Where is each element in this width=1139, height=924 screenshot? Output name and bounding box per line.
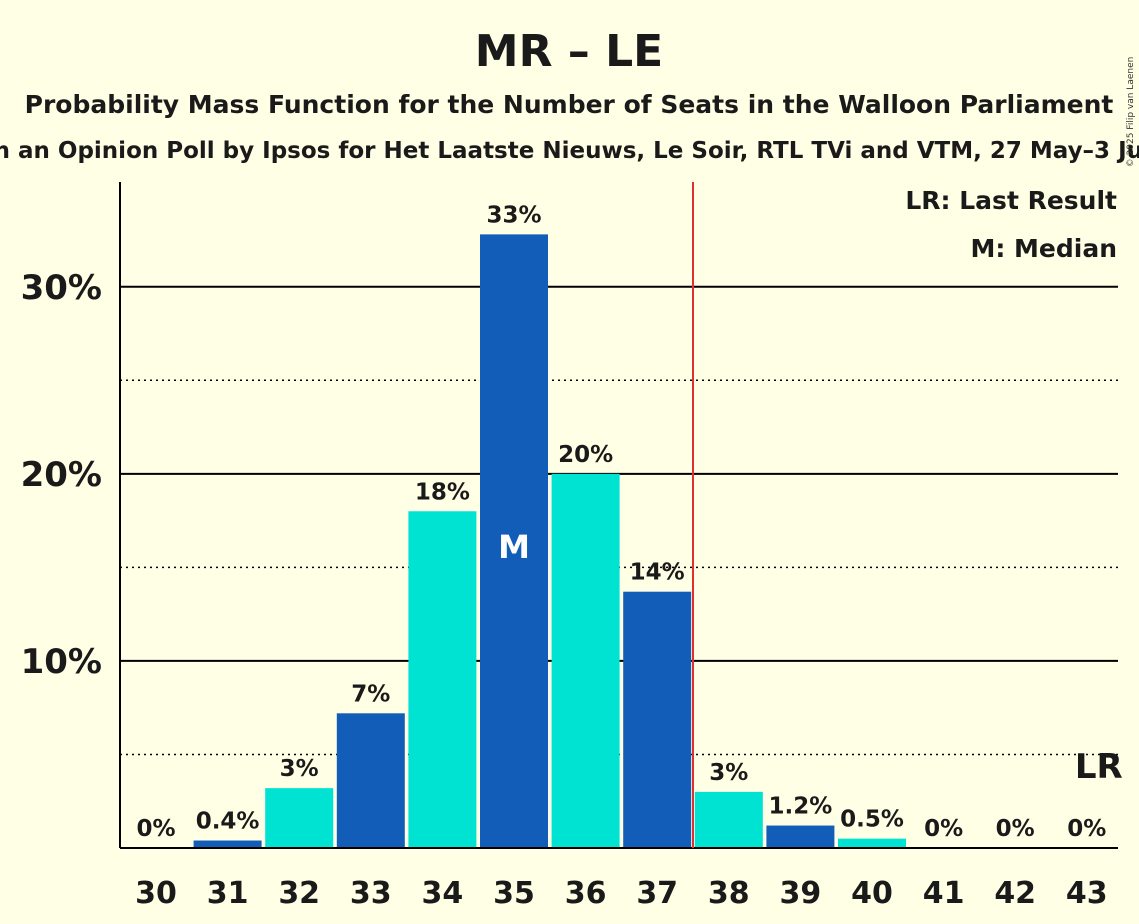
bar-label-seat-30: 0%: [136, 816, 175, 842]
axes: [119, 182, 1118, 849]
x-tick-label: 43: [1066, 876, 1108, 911]
x-tick-label: 30: [135, 876, 177, 911]
y-tick-label: 10%: [21, 642, 102, 682]
x-tick-label: 41: [923, 876, 965, 911]
x-tick-label: 39: [780, 876, 822, 911]
x-tick-label: 36: [565, 876, 607, 911]
x-tick-label: 33: [350, 876, 392, 911]
bar-label-seat-31: 0.4%: [196, 809, 260, 835]
bar-seat-34: [408, 511, 477, 848]
bar-label-seat-37: 14%: [630, 560, 685, 586]
bar-label-seat-39: 1.2%: [769, 794, 833, 820]
legend-entry: LR: Last Result: [905, 186, 1117, 215]
x-tick-label: 32: [278, 876, 320, 911]
x-tick-label: 38: [708, 876, 750, 911]
x-tick-label: 42: [994, 876, 1036, 911]
bar-seat-40: [838, 838, 906, 848]
bar-label-seat-35: 33%: [486, 202, 541, 228]
bar-seat-32: [265, 788, 334, 848]
bar-label-seat-34: 18%: [415, 479, 470, 505]
bar-label-seat-33: 7%: [351, 681, 390, 707]
bar-label-seat-38: 3%: [709, 760, 748, 786]
x-tick-label: 31: [207, 876, 249, 911]
y-tick-label: 30%: [21, 268, 102, 308]
bar-seat-36: [551, 473, 620, 848]
chart-source-line: Based on an Opinion Poll by Ipsos for He…: [0, 138, 1139, 164]
bar-seat-31: [193, 840, 262, 848]
bar-seat-33: [336, 713, 405, 848]
bar-seat-38: [694, 791, 763, 848]
median-marker: M: [498, 528, 530, 566]
copyright-notice: © 2025 Filip van Laenen: [1126, 57, 1136, 168]
bar-label-seat-43: 0%: [1067, 816, 1106, 842]
bar-seat-37: [623, 591, 692, 848]
bar-label-seat-36: 20%: [558, 442, 613, 468]
chart-title: MR – LE: [475, 26, 663, 77]
x-tick-labels: 30 31 32 33 34 35 36 37 38 39 40 41 42 43: [135, 876, 1108, 911]
x-tick-label: 34: [422, 876, 464, 911]
markers: M LR: [498, 182, 1123, 848]
legend: LR: Last Result M: Median: [905, 186, 1117, 263]
bar-seat-39: [766, 825, 835, 848]
bar-seat-35: [480, 234, 548, 848]
bars: [193, 234, 906, 848]
y-tick-labels: 10% 20% 30%: [21, 268, 102, 682]
chart-subtitle: Probability Mass Function for the Number…: [25, 90, 1114, 119]
x-tick-label: 35: [493, 876, 535, 911]
x-tick-label: 40: [851, 876, 893, 911]
bar-label-seat-32: 3%: [280, 756, 319, 782]
bar-label-seat-41: 0%: [924, 816, 963, 842]
bar-label-seat-40: 0.5%: [840, 807, 904, 833]
bar-value-labels: 0% 0.4% 3% 7% 18% 33% 20% 14% 3% 1.2% 0.5% 0% 0% 0%: [136, 202, 1106, 842]
x-tick-label: 37: [636, 876, 678, 911]
y-tick-label: 20%: [21, 455, 102, 495]
bar-label-seat-42: 0%: [996, 816, 1035, 842]
legend-entry: M: Median: [970, 234, 1117, 263]
last-result-marker: LR: [1075, 747, 1123, 787]
